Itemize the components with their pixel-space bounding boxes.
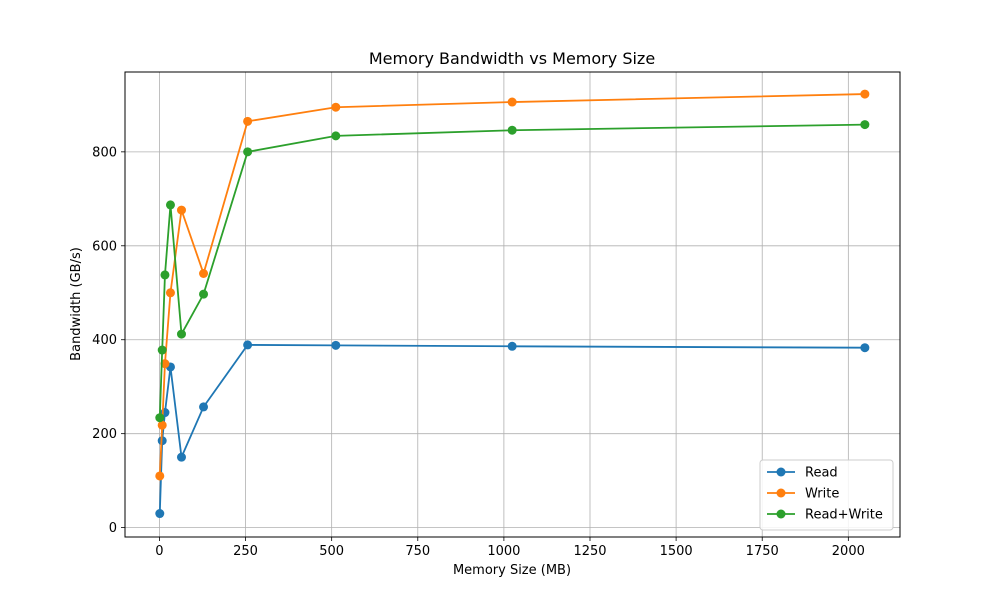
- axis-ticks: 0 250 500 750 1000 1250 1500 1750 2000 0 200 400 600…: [92, 145, 865, 559]
- x-tick-label: 250: [233, 544, 258, 559]
- data-point-write: [507, 97, 517, 107]
- data-point-write: [860, 89, 870, 99]
- series-line-read-write: [158, 123, 865, 418]
- series-line-write: [158, 93, 865, 476]
- y-tick-label: 200: [92, 427, 117, 442]
- x-tick-label: 1750: [746, 544, 779, 559]
- x-tick-label: 1250: [573, 544, 606, 559]
- data-point-read-write: [860, 120, 870, 130]
- data-point-read: [176, 452, 186, 462]
- data-point-write: [165, 288, 175, 298]
- legend-box: [759, 459, 894, 531]
- x-tick-label: 1000: [487, 544, 520, 559]
- legend: Read Write Read+Write: [759, 459, 894, 531]
- data-point-read: [243, 340, 253, 350]
- data-point-write: [199, 269, 209, 278]
- data-point-read: [331, 340, 341, 350]
- data-point-read-write: [160, 270, 170, 280]
- legend-marker-read: [776, 467, 786, 477]
- x-axis-label: Memory Size (MB): [453, 563, 571, 578]
- series-line-read: [158, 343, 865, 514]
- x-tick-label: 0: [155, 544, 163, 559]
- data-point-read: [155, 509, 165, 519]
- data-point-read-write: [176, 329, 186, 339]
- y-tick-label: 0: [109, 521, 117, 536]
- legend-marker-write: [776, 488, 786, 498]
- chart-title: Memory Bandwidth vs Memory Size: [369, 49, 655, 68]
- data-point-write: [243, 116, 253, 126]
- legend-label-write: Write: [805, 487, 839, 502]
- series-lines: [155, 89, 870, 519]
- x-tick-label: 1500: [660, 544, 693, 559]
- data-point-write: [176, 205, 186, 215]
- data-point-read: [199, 402, 209, 412]
- data-point-read-write: [331, 131, 341, 141]
- plot-frame: [124, 71, 901, 538]
- y-tick-label: 400: [92, 333, 117, 348]
- data-point-read-write: [243, 147, 253, 157]
- x-tick-label: 500: [319, 544, 344, 559]
- data-point-write: [331, 102, 341, 112]
- legend-label-read: Read: [805, 466, 838, 481]
- data-point-read-write: [199, 289, 209, 299]
- data-point-read: [507, 341, 517, 351]
- data-point-read-write: [155, 413, 165, 423]
- data-point-write: [155, 471, 165, 481]
- data-point-read-write: [165, 200, 175, 210]
- y-tick-label: 600: [92, 239, 117, 254]
- data-point-read-write: [507, 125, 517, 135]
- legend-marker-read-write: [776, 509, 786, 519]
- legend-label-read-write: Read+Write: [805, 508, 883, 523]
- data-point-write: [157, 420, 167, 430]
- data-point-read: [860, 343, 870, 353]
- data-point-write: [160, 359, 170, 369]
- y-axis-label: Bandwidth (GB/s): [69, 247, 84, 361]
- y-tick-label: 800: [92, 145, 117, 160]
- x-tick-label: 750: [405, 544, 430, 559]
- data-point-read-write: [157, 345, 167, 355]
- x-tick-label: 2000: [832, 544, 865, 559]
